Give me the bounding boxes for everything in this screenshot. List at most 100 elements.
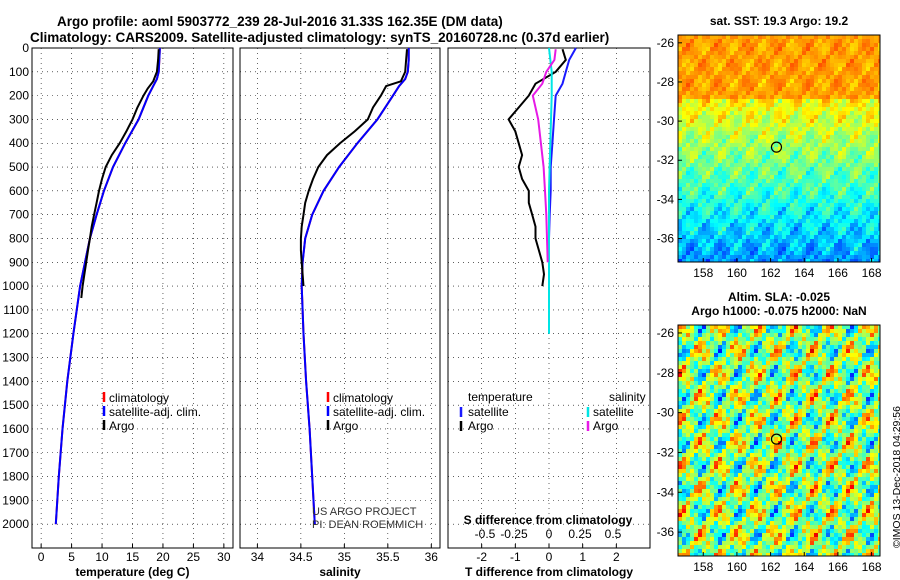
- heatmap-cell: [786, 167, 790, 171]
- heatmap-cell: [694, 361, 698, 365]
- heatmap-cell: [794, 365, 798, 369]
- heatmap-cell: [838, 79, 842, 83]
- heatmap-cell: [734, 215, 738, 219]
- heatmap-cell: [682, 163, 686, 167]
- heatmap-cell: [850, 219, 854, 223]
- heatmap-cell: [738, 373, 742, 377]
- heatmap-cell: [702, 155, 706, 159]
- heatmap-cell: [822, 421, 826, 425]
- heatmap-cell: [794, 385, 798, 389]
- heatmap-cell: [682, 183, 686, 187]
- heatmap-cell: [710, 179, 714, 183]
- heatmap-cell: [694, 139, 698, 143]
- heatmap-cell: [690, 389, 694, 393]
- heatmap-cell: [830, 345, 834, 349]
- heatmap-cell: [734, 99, 738, 103]
- heatmap-cell: [790, 239, 794, 243]
- heatmap-cell: [734, 179, 738, 183]
- heatmap-cell: [678, 79, 682, 83]
- heatmap-cell: [810, 461, 814, 465]
- heatmap-cell: [746, 389, 750, 393]
- heatmap-cell: [806, 155, 810, 159]
- heatmap-cell: [786, 87, 790, 91]
- heatmap-cell: [734, 349, 738, 353]
- heatmap-cell: [678, 131, 682, 135]
- heatmap-cell: [730, 183, 734, 187]
- heatmap-cell: [718, 239, 722, 243]
- heatmap-cell: [818, 231, 822, 235]
- heatmap-cell: [678, 405, 682, 409]
- heatmap-cell: [754, 247, 758, 251]
- heatmap-cell: [842, 345, 846, 349]
- heatmap-cell: [710, 35, 714, 39]
- heatmap-cell: [874, 349, 878, 353]
- heatmap-cell: [758, 111, 762, 115]
- heatmap-cell: [738, 421, 742, 425]
- heatmap-cell: [850, 369, 854, 373]
- heatmap-cell: [814, 333, 818, 337]
- heatmap-cell: [718, 47, 722, 51]
- heatmap-cell: [858, 131, 862, 135]
- heatmap-cell: [742, 207, 746, 211]
- heatmap-cell: [714, 59, 718, 63]
- heatmap-cell: [690, 361, 694, 365]
- heatmap-cell: [878, 223, 880, 227]
- heatmap-cell: [878, 325, 880, 329]
- heatmap-cell: [838, 373, 842, 377]
- heatmap-cell: [754, 67, 758, 71]
- heatmap-cell: [746, 231, 750, 235]
- heatmap-cell: [814, 63, 818, 67]
- heatmap-cell: [714, 79, 718, 83]
- heatmap-cell: [742, 373, 746, 377]
- heatmap-cell: [798, 353, 802, 357]
- heatmap-cell: [834, 357, 838, 361]
- heatmap-cell: [830, 437, 834, 441]
- heatmap-cell: [878, 59, 880, 63]
- heatmap-cell: [846, 441, 850, 445]
- heatmap-cell: [734, 243, 738, 247]
- heatmap-cell: [798, 409, 802, 413]
- heatmap-cell: [810, 215, 814, 219]
- heatmap-cell: [814, 329, 818, 333]
- heatmap-cell: [734, 127, 738, 131]
- heatmap-cell: [862, 437, 866, 441]
- heatmap-cell: [858, 231, 862, 235]
- heatmap-cell: [770, 131, 774, 135]
- heatmap-cell: [746, 361, 750, 365]
- heatmap-cell: [718, 55, 722, 59]
- heatmap-cell: [758, 63, 762, 67]
- heatmap-cell: [726, 231, 730, 235]
- heatmap-cell: [830, 357, 834, 361]
- heatmap-cell: [714, 353, 718, 357]
- heatmap-cell: [802, 223, 806, 227]
- heatmap-cell: [874, 223, 878, 227]
- sst-map-title: sat. SST: 19.3 Argo: 19.2: [710, 14, 849, 28]
- heatmap-cell: [830, 445, 834, 449]
- heatmap-cell: [774, 35, 778, 39]
- heatmap-cell: [850, 59, 854, 63]
- heatmap-cell: [714, 409, 718, 413]
- heatmap-cell: [818, 59, 822, 63]
- heatmap-cell: [818, 453, 822, 457]
- heatmap-cell: [754, 187, 758, 191]
- heatmap-cell: [722, 95, 726, 99]
- heatmap-cell: [690, 51, 694, 55]
- heatmap-cell: [866, 163, 870, 167]
- heatmap-cell: [810, 39, 814, 43]
- heatmap-cell: [730, 453, 734, 457]
- heatmap-cell: [878, 99, 880, 103]
- heatmap-cell: [702, 417, 706, 421]
- heatmap-cell: [746, 417, 750, 421]
- heatmap-cell: [706, 349, 710, 353]
- heatmap-cell: [862, 55, 866, 59]
- heatmap-cell: [754, 429, 758, 433]
- heatmap-cell: [870, 71, 874, 75]
- heatmap-cell: [862, 445, 866, 449]
- heatmap-cell: [802, 155, 806, 159]
- heatmap-cell: [862, 341, 866, 345]
- heatmap-cell: [818, 381, 822, 385]
- heatmap-cell: [738, 231, 742, 235]
- heatmap-cell: [790, 337, 794, 341]
- heatmap-cell: [858, 95, 862, 99]
- heatmap-cell: [702, 345, 706, 349]
